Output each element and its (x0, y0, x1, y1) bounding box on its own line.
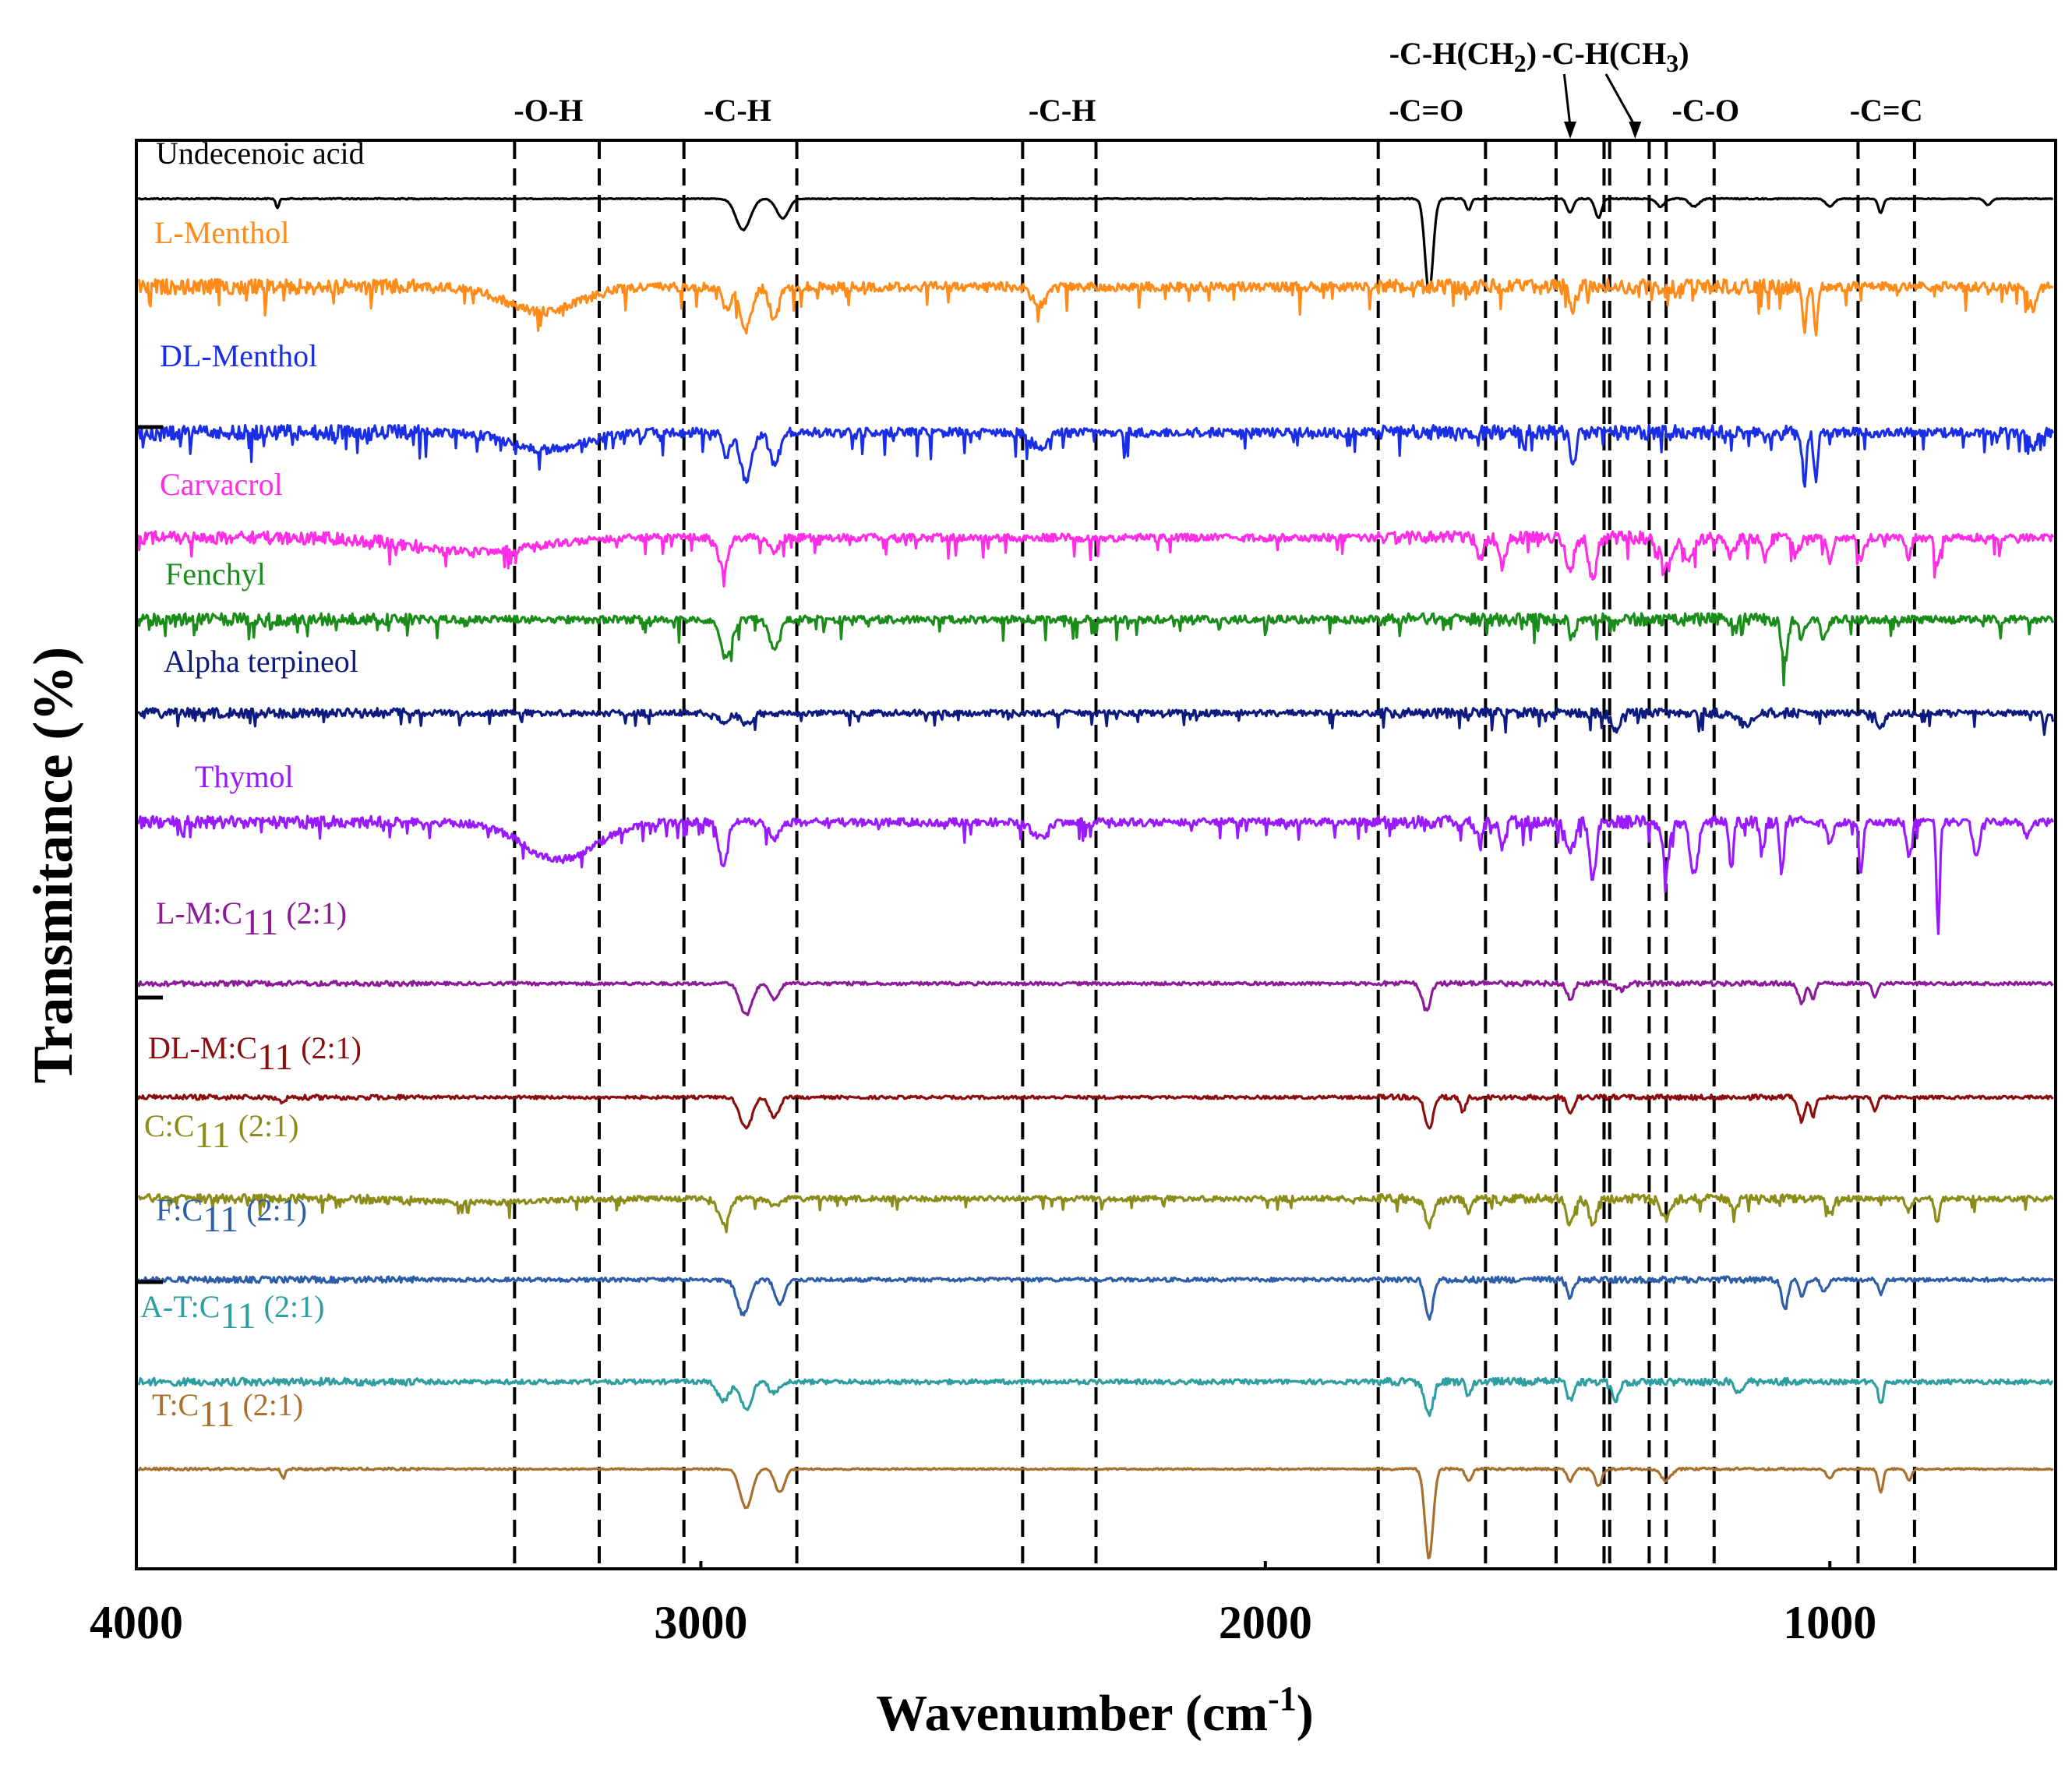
series-label-name: C:C (144, 1108, 194, 1143)
series-label-ratio: (2:1) (256, 1289, 325, 1324)
series-label-11: A-T:C11 (2:1) (140, 1289, 324, 1337)
series-label-ratio: (2:1) (293, 1030, 362, 1065)
band-label-text: -C-H(CH (1541, 36, 1666, 71)
series-line-9 (137, 1192, 2054, 1234)
series-label-ratio: (2:1) (238, 1192, 307, 1227)
series-line-12 (137, 1466, 2054, 1559)
x-tick-label-1: 3000 (654, 1597, 747, 1648)
series-line-1 (137, 277, 2054, 337)
series-label-sub: 11 (203, 1199, 238, 1240)
x-axis-title-main: Wavenumber (cm (876, 1685, 1268, 1742)
series-label-3: Carvacrol (160, 467, 283, 502)
series-label-6: Thymol (195, 759, 294, 794)
series-label-name: Fenchyl (165, 556, 266, 592)
y-axis-title: Transmitance (%) (22, 647, 84, 1084)
x-axis-title: Wavenumber (cm-1) (876, 1679, 1314, 1742)
series-label-2: DL-Menthol (160, 338, 317, 373)
band-label-0: -O-H (514, 93, 583, 128)
series-label-name: F:C (156, 1192, 203, 1227)
series-line-5 (137, 707, 2055, 736)
band-label-3: -C=O (1389, 93, 1463, 128)
x-tick-label-3: 1000 (1783, 1597, 1876, 1648)
series-line-3 (136, 530, 2054, 588)
series-line-11 (137, 1376, 2053, 1418)
x-tick-label-0: 4000 (90, 1597, 183, 1648)
band-arrow-line-6 (1562, 73, 1572, 127)
band-label-5: -C=C (1850, 93, 1923, 128)
x-axis-ticks: 4000 3000 2000 1000 (90, 1561, 1876, 1648)
band-labels: -O-H -C-H -C-H -C=O -C-O -C=C-C-H(CH2) -C-H(CH… (514, 36, 1923, 139)
series-label-sub: 11 (257, 1037, 293, 1078)
series-label-10: F:C11 (2:1) (156, 1192, 307, 1240)
series-label-sub: 11 (194, 1114, 230, 1156)
band-label-text: -C=C (1850, 93, 1923, 128)
series-label-sub: 11 (220, 1295, 256, 1337)
series-line-2 (136, 423, 2055, 488)
series-label-name: A-T:C (140, 1289, 220, 1324)
series-label-name: L-M:C (156, 895, 242, 931)
series-label-8: DL-M:C11 (2:1) (148, 1030, 362, 1078)
series-label-name: T:C (152, 1387, 199, 1422)
series-line-7 (136, 980, 2054, 1016)
series-label-name: Thymol (195, 759, 294, 794)
x-axis-title-sup: -1 (1268, 1679, 1297, 1718)
series-label-7: L-M:C11 (2:1) (156, 895, 347, 943)
plot-frame (135, 139, 2057, 1570)
band-label-text: -O-H (514, 93, 583, 128)
series-label-9: C:C11 (2:1) (144, 1108, 298, 1156)
band-label-4: -C-O (1672, 93, 1740, 128)
series-line-6 (136, 814, 2055, 935)
band-arrow-head-6 (1564, 122, 1577, 139)
band-label-text: -C-H(CH (1389, 36, 1514, 71)
band-label-text: -C=O (1389, 93, 1463, 128)
spectra-series (136, 196, 2055, 1559)
series-label-sub: 11 (199, 1393, 235, 1435)
series-label-name: DL-Menthol (160, 338, 317, 373)
series-line-8 (136, 1093, 2054, 1130)
series-label-name: Carvacrol (160, 467, 283, 502)
series-label-4: Fenchyl (165, 556, 266, 592)
band-label-text: -C-H (1029, 93, 1096, 128)
band-label-6: -C-H(CH2) (1389, 36, 1537, 77)
x-tick-label-2: 2000 (1219, 1597, 1312, 1648)
series-label-sub: 11 (242, 902, 278, 943)
series-labels: Undecenoic acidL-MentholDL-MentholCarvac… (140, 136, 365, 1435)
band-label-1: -C-H (704, 93, 771, 128)
series-label-name: DL-M:C (148, 1030, 257, 1065)
band-label-text: -C-O (1672, 93, 1740, 128)
y-tick-marks (136, 425, 163, 1284)
series-label-ratio: (2:1) (235, 1387, 303, 1422)
series-line-0 (137, 196, 2054, 293)
series-label-ratio: (2:1) (231, 1108, 299, 1143)
band-label-sub: 3 (1666, 49, 1678, 77)
series-label-12: T:C11 (2:1) (152, 1387, 303, 1435)
band-label-end: ) (1678, 36, 1689, 71)
band-label-7: -C-H(CH3) (1541, 36, 1689, 77)
x-axis-title-end: ) (1297, 1685, 1314, 1742)
band-label-sub: 2 (1514, 49, 1527, 77)
series-label-5: Alpha terpineol (164, 644, 358, 679)
series-label-1: L-Menthol (154, 215, 289, 250)
band-label-end: ) (1527, 36, 1537, 71)
series-line-4 (136, 612, 2055, 687)
band-arrow-line-7 (1604, 73, 1636, 127)
series-label-ratio: (2:1) (278, 895, 347, 931)
band-label-2: -C-H (1029, 93, 1096, 128)
band-label-text: -C-H (704, 93, 771, 128)
series-label-name: Alpha terpineol (164, 644, 358, 679)
series-label-name: L-Menthol (154, 215, 289, 250)
series-line-10 (136, 1275, 2054, 1321)
band-arrow-head-7 (1629, 122, 1642, 139)
